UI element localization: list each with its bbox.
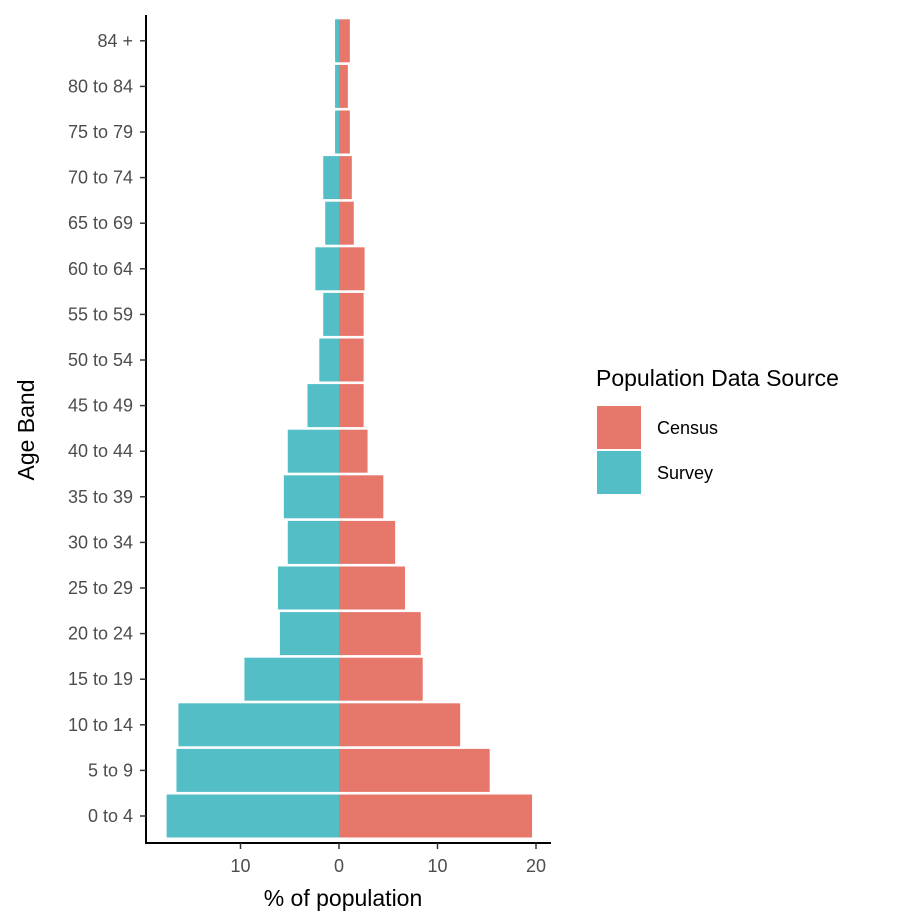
bar-survey-20-to-24	[279, 612, 339, 656]
bar-survey-10-to-14	[178, 703, 339, 747]
legend-label-census: Census	[657, 418, 718, 438]
y-tick-label: 0 to 4	[88, 806, 133, 826]
bar-survey-84-plus	[335, 19, 339, 63]
y-tick-label: 75 to 79	[68, 122, 133, 142]
x-ticks-group: 10 0 10 20	[230, 843, 546, 876]
bar-survey-35-to-39	[283, 475, 339, 519]
y-tick-label: 70 to 74	[68, 168, 133, 188]
x-tick-label: 10	[230, 856, 250, 876]
bar-survey-70-to-74	[323, 156, 339, 200]
bar-census-45-to-49	[339, 384, 364, 428]
bar-census-40-to-44	[339, 429, 368, 473]
legend-key-survey	[597, 451, 641, 494]
bar-survey-25-to-29	[277, 566, 339, 610]
bar-census-5-to-9	[339, 748, 490, 792]
y-tick-label: 84 +	[97, 31, 133, 51]
bar-survey-75-to-79	[335, 110, 339, 154]
bar-census-70-to-74	[339, 156, 352, 200]
legend-key-census	[597, 406, 641, 449]
bars-group	[166, 19, 533, 838]
y-tick-label: 65 to 69	[68, 213, 133, 233]
bar-survey-15-to-19	[244, 657, 339, 701]
bar-census-35-to-39	[339, 475, 384, 519]
bar-survey-80-to-84	[335, 64, 339, 108]
y-tick-label: 40 to 44	[68, 441, 133, 461]
bar-census-75-to-79	[339, 110, 350, 154]
y-axis-title: Age Band	[13, 379, 39, 480]
y-tick-label: 20 to 24	[68, 624, 133, 644]
y-ticks-group: 0 to 4 5 to 9 10 to 14 15 to 19 20 to 24 25 t…	[68, 31, 146, 826]
bar-survey-50-to-54	[319, 338, 339, 382]
legend-label-survey: Survey	[657, 463, 713, 483]
bar-survey-60-to-64	[315, 247, 339, 291]
x-tick-label: 0	[334, 856, 344, 876]
y-tick-label: 60 to 64	[68, 259, 133, 279]
bar-census-60-to-64	[339, 247, 365, 291]
bar-survey-30-to-34	[287, 520, 339, 564]
bar-census-80-to-84	[339, 64, 348, 108]
bar-survey-40-to-44	[287, 429, 339, 473]
x-tick-label: 20	[526, 856, 546, 876]
x-axis-title: % of population	[264, 885, 423, 911]
y-tick-label: 35 to 39	[68, 487, 133, 507]
bar-census-20-to-24	[339, 612, 421, 656]
y-tick-label: 15 to 19	[68, 669, 133, 689]
bar-census-55-to-59	[339, 292, 364, 336]
y-tick-label: 55 to 59	[68, 304, 133, 324]
bar-survey-55-to-59	[323, 292, 339, 336]
y-tick-label: 25 to 29	[68, 578, 133, 598]
y-tick-label: 50 to 54	[68, 350, 133, 370]
bar-census-30-to-34	[339, 520, 396, 564]
bar-survey-0-to-4	[166, 794, 339, 838]
bar-census-84-plus	[339, 19, 350, 63]
bar-census-0-to-4	[339, 794, 533, 838]
bar-census-15-to-19	[339, 657, 423, 701]
bar-census-25-to-29	[339, 566, 405, 610]
bar-survey-65-to-69	[325, 201, 339, 245]
y-tick-label: 80 to 84	[68, 76, 133, 96]
x-tick-label: 10	[427, 856, 447, 876]
bar-census-65-to-69	[339, 201, 354, 245]
legend: Population Data Source Census Survey	[596, 365, 839, 494]
y-tick-label: 10 to 14	[68, 715, 133, 735]
legend-title: Population Data Source	[596, 365, 839, 391]
y-tick-label: 45 to 49	[68, 396, 133, 416]
bar-survey-5-to-9	[176, 748, 339, 792]
y-tick-label: 5 to 9	[88, 760, 133, 780]
bar-census-50-to-54	[339, 338, 364, 382]
y-tick-label: 30 to 34	[68, 532, 133, 552]
bar-survey-45-to-49	[307, 384, 339, 428]
bar-census-10-to-14	[339, 703, 461, 747]
